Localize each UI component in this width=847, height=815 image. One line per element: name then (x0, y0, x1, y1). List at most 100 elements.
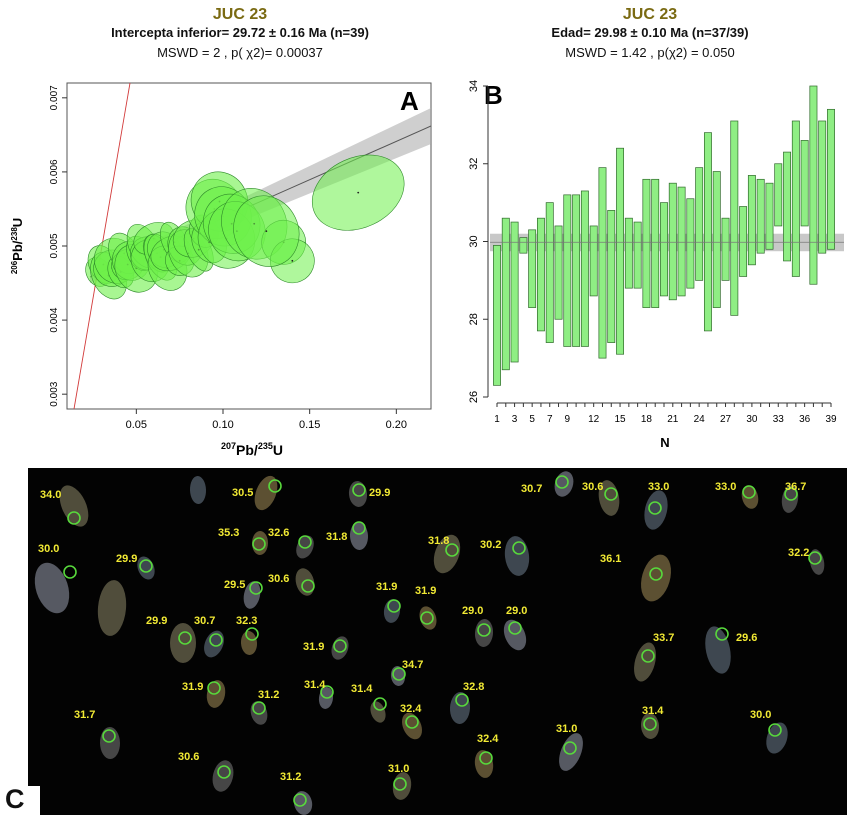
spot-marker (102, 729, 116, 743)
x-tick-label: 33 (773, 414, 785, 425)
age-bar (739, 206, 748, 277)
spot-marker (333, 639, 347, 653)
age-label: 31.0 (388, 763, 409, 775)
age-label: 29.6 (736, 632, 757, 644)
age-label: 31.9 (415, 585, 436, 597)
age-bar (651, 178, 660, 308)
zircon-grain (295, 568, 315, 596)
zircon-grain (240, 631, 258, 655)
spot-marker (715, 627, 729, 641)
age-bar (747, 175, 756, 266)
spot-marker (293, 793, 307, 807)
age-bar (536, 217, 545, 332)
age-label: 31.9 (303, 641, 324, 653)
age-bar (624, 217, 633, 289)
y-tick-label: 0.004 (49, 307, 60, 332)
zircon-grain (243, 581, 261, 609)
zircon-grain (331, 636, 349, 660)
spot-marker (742, 485, 756, 499)
age-bar (493, 245, 501, 386)
zircon-grain (559, 733, 583, 771)
ellipse-group (85, 154, 405, 300)
age-label: 34.7 (402, 659, 423, 671)
spot-marker (178, 631, 192, 645)
panel-a-title: JUC 23 (212, 6, 268, 23)
panel-a-x-axis: 0.05 0.10 0.15 0.20 (126, 409, 407, 431)
panel-c-cathodoluminescence-image: 34.0 30.5 29.9 30.7 30.6 33.0 33.0 36.7 30.0 29.9… (28, 468, 847, 815)
age-label: 33.0 (648, 481, 669, 493)
age-bar (528, 229, 537, 308)
age-label: 31.4 (351, 683, 373, 695)
age-label: 30.0 (750, 709, 771, 721)
panel-a-letter: A (400, 86, 419, 116)
age-label: 30.6 (582, 481, 603, 493)
spot-marker (784, 487, 798, 501)
age-label: 32.4 (400, 703, 422, 715)
age-bar (791, 120, 800, 277)
panel-a-mswd: MSWD = 2 , p( χ2)= 0.00037 (157, 45, 323, 60)
x-tick-label: 12 (588, 414, 600, 425)
spot-marker (455, 693, 469, 707)
spot-marker (67, 511, 81, 525)
age-bar (712, 171, 721, 308)
age-label: 32.4 (477, 733, 499, 745)
x-tick-label: 36 (799, 414, 811, 425)
age-bar (703, 132, 712, 332)
data-point (291, 259, 294, 262)
spot-marker (477, 623, 491, 637)
age-label: 32.3 (236, 615, 257, 627)
y-tick-label: 32 (468, 158, 480, 170)
spot-marker (373, 697, 387, 711)
spot-marker (301, 579, 315, 593)
panel-b-y-axis: 26 28 30 32 34 (468, 80, 489, 403)
x-tick-label: 9 (565, 414, 571, 425)
grain-image: 34.0 30.5 29.9 30.7 30.6 33.0 33.0 36.7 30.0 29.9… (34, 471, 825, 815)
panel-a-y-axis: 0.003 0.004 0.005 0.006 0.007 (49, 85, 67, 407)
age-bar (827, 108, 835, 250)
age-bar (642, 178, 651, 308)
x-tick-label: 7 (547, 414, 553, 425)
age-bar-group (490, 85, 844, 386)
zircon-grain (254, 475, 278, 511)
age-bar (633, 221, 642, 289)
data-point (357, 191, 360, 194)
age-label: 34.0 (40, 489, 61, 501)
spot-marker (808, 551, 822, 565)
spot-marker (352, 483, 366, 497)
age-bar (695, 167, 704, 281)
age-label: 30.0 (38, 543, 59, 555)
spot-marker (393, 777, 407, 791)
age-label: 29.9 (369, 487, 390, 499)
age-label: 33.0 (715, 481, 736, 493)
age-bar (616, 147, 625, 355)
age-label: 31.8 (326, 531, 347, 543)
x-tick-label: 1 (494, 414, 500, 425)
spot-marker (352, 521, 366, 535)
x-tick-label: 0.05 (126, 419, 147, 431)
age-label: 35.3 (218, 527, 239, 539)
age-label: 31.2 (258, 689, 279, 701)
panel-b-subtitle: Edad= 29.98 ± 0.10 Ma (n=37/39) (551, 25, 749, 40)
y-tick-label: 30 (468, 235, 480, 247)
x-tick-label: 0.15 (299, 419, 320, 431)
age-bar (607, 210, 616, 343)
age-label: 31.2 (280, 771, 301, 783)
age-bar (818, 120, 827, 254)
spot-marker (139, 559, 153, 573)
spot-marker (508, 621, 522, 635)
age-bar (501, 217, 510, 371)
spot-marker (387, 599, 401, 613)
zircon-grain (212, 760, 234, 792)
panel-b-weighted-mean-chart: B 26 28 30 32 34 1 3 5 7 9 12 15 18 21 24 27 30 33 36 39 N (468, 80, 844, 450)
grain-group (34, 471, 825, 815)
spot-marker (268, 479, 282, 493)
age-label: 33.7 (653, 632, 674, 644)
panel-c-letter: C (5, 784, 25, 814)
age-label: 30.6 (178, 751, 199, 763)
spot-marker (649, 567, 663, 581)
zircon-grain (504, 536, 530, 576)
age-label: 30.7 (194, 615, 215, 627)
spot-marker (405, 715, 419, 729)
y-tick-label: 0.003 (49, 381, 60, 406)
zircon-grain (250, 701, 268, 725)
